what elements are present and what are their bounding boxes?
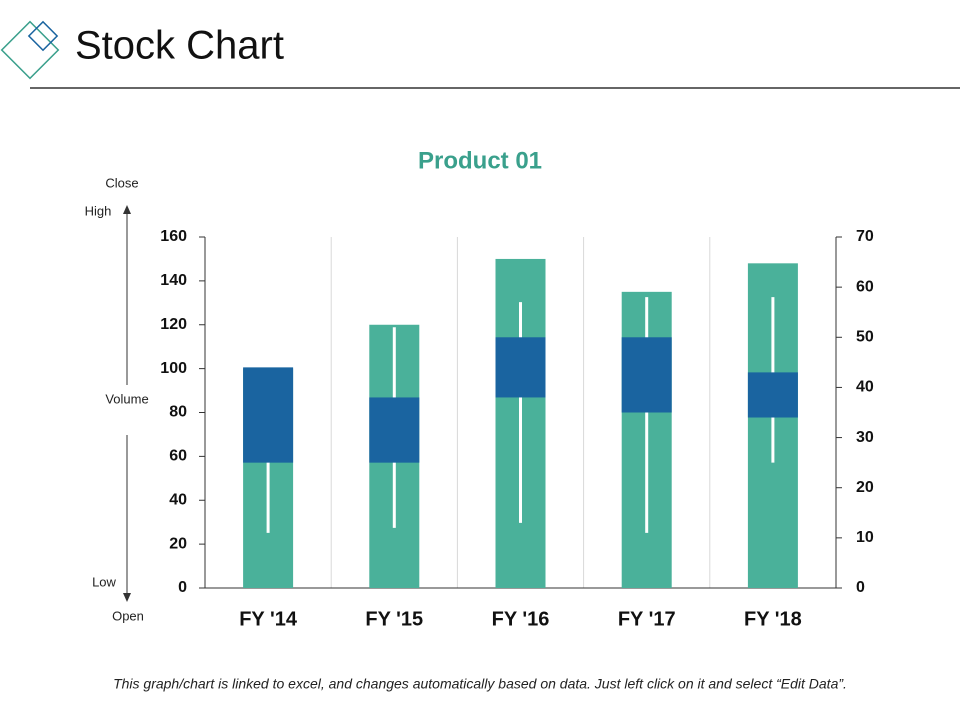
y-tick-label: 0 [178, 579, 187, 596]
open-close-box [621, 337, 672, 413]
y-tick-label: 120 [160, 316, 187, 333]
open-close-box [747, 372, 798, 418]
x-tick-label: FY '16 [492, 608, 550, 630]
footer-note: This graph/chart is linked to excel, and… [113, 676, 847, 692]
y2-tick-label: 70 [856, 228, 874, 245]
header-icon [0, 20, 60, 80]
x-tick-label: FY '18 [744, 608, 802, 630]
series-label: High [85, 203, 112, 218]
x-tick-label: FY '14 [239, 608, 298, 630]
y-tick-label: 80 [169, 404, 187, 421]
chart-title: Product 01 [418, 147, 542, 174]
series-label: Volume [105, 391, 148, 406]
y2-tick-label: 20 [856, 479, 874, 496]
y-tick-label: 20 [169, 535, 187, 552]
y-tick-label: 60 [169, 448, 187, 465]
y2-tick-label: 40 [856, 379, 874, 396]
x-tick-label: FY '15 [365, 608, 423, 630]
y-tick-label: 160 [160, 228, 187, 245]
y-tick-label: 140 [160, 272, 187, 289]
series-label: Close [105, 175, 138, 190]
y2-tick-label: 0 [856, 579, 865, 596]
y-tick-label: 100 [160, 360, 187, 377]
open-close-box [243, 367, 294, 463]
series-label: Open [112, 608, 144, 623]
axis-annotation [123, 205, 131, 602]
open-close-box [495, 337, 546, 398]
y-tick-label: 40 [169, 491, 187, 508]
x-tick-label: FY '17 [618, 608, 676, 630]
series-label: Low [92, 574, 116, 589]
slide-title: Stock Chart [75, 24, 284, 68]
open-close-box [369, 397, 420, 463]
y2-tick-label: 60 [856, 278, 874, 295]
y2-tick-label: 30 [856, 429, 874, 446]
y2-tick-label: 10 [856, 529, 874, 546]
y2-tick-label: 50 [856, 329, 874, 346]
